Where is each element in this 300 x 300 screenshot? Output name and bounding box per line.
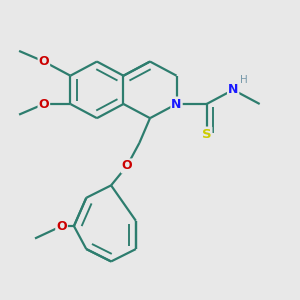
Text: N: N xyxy=(171,98,182,110)
Text: H: H xyxy=(240,75,247,85)
Text: S: S xyxy=(202,128,211,141)
Text: O: O xyxy=(38,55,49,68)
Text: O: O xyxy=(38,98,49,110)
Text: N: N xyxy=(228,83,238,96)
Text: O: O xyxy=(122,159,132,172)
Text: O: O xyxy=(56,220,67,232)
